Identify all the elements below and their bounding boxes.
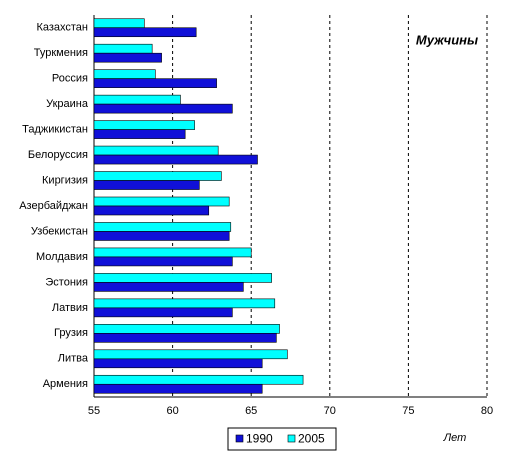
bar	[93, 120, 195, 130]
bar	[93, 324, 280, 334]
x-tick-label: 75	[402, 405, 414, 417]
legend-swatch	[235, 434, 244, 443]
bar	[93, 129, 186, 139]
bar	[93, 222, 232, 232]
y-tick-label: Белоруссия	[28, 149, 88, 161]
bar	[93, 231, 230, 241]
bar	[93, 27, 197, 38]
y-tick-label: Казахстан	[36, 22, 88, 34]
bar	[93, 171, 222, 181]
y-tick-label: Литва	[58, 353, 89, 365]
y-tick-label: Эстония	[45, 276, 88, 288]
bar	[93, 247, 252, 258]
bar	[93, 358, 263, 369]
bar	[93, 69, 156, 79]
bar	[93, 145, 219, 156]
y-tick-label: Россия	[52, 73, 88, 85]
chart-title: Мужчины	[416, 32, 478, 47]
bar	[93, 205, 210, 216]
bar	[93, 307, 233, 318]
legend-label: 1990	[246, 432, 273, 446]
y-tick-label: Молдавия	[36, 251, 88, 263]
bar	[93, 349, 288, 360]
y-tick-label: Узбекистан	[31, 225, 88, 237]
legend-box	[227, 427, 337, 451]
bar	[93, 18, 145, 29]
y-tick-label: Азербайджан	[19, 200, 88, 212]
bar	[93, 52, 162, 63]
bar	[93, 78, 217, 88]
x-tick-label: 70	[324, 405, 336, 417]
y-tick-label: Латвия	[52, 302, 88, 314]
bar	[93, 196, 230, 207]
legend-swatch	[287, 434, 296, 443]
bar	[93, 298, 276, 309]
legend-label: 2005	[298, 432, 325, 446]
y-tick-label: Армения	[43, 378, 88, 390]
bar	[93, 43, 153, 54]
x-tick-label: 65	[245, 405, 257, 417]
y-tick-label: Грузия	[54, 327, 88, 339]
x-tick-label: 55	[88, 405, 100, 417]
bar	[93, 374, 304, 385]
x-tick-label: 80	[481, 405, 493, 417]
bar	[93, 333, 277, 343]
bar	[93, 273, 272, 283]
y-tick-label: Туркмения	[34, 47, 88, 59]
x-tick-label: 60	[166, 405, 178, 417]
bar	[93, 383, 263, 394]
bar	[93, 180, 200, 190]
bar	[93, 103, 233, 114]
y-tick-label: Таджикистан	[22, 124, 88, 136]
bar	[93, 282, 244, 292]
bar	[93, 154, 258, 165]
bar	[93, 94, 181, 105]
x-axis-label: Лет	[443, 432, 467, 444]
bar	[93, 256, 233, 267]
y-tick-label: Украина	[46, 98, 89, 110]
y-tick-label: Киргизия	[42, 174, 88, 186]
